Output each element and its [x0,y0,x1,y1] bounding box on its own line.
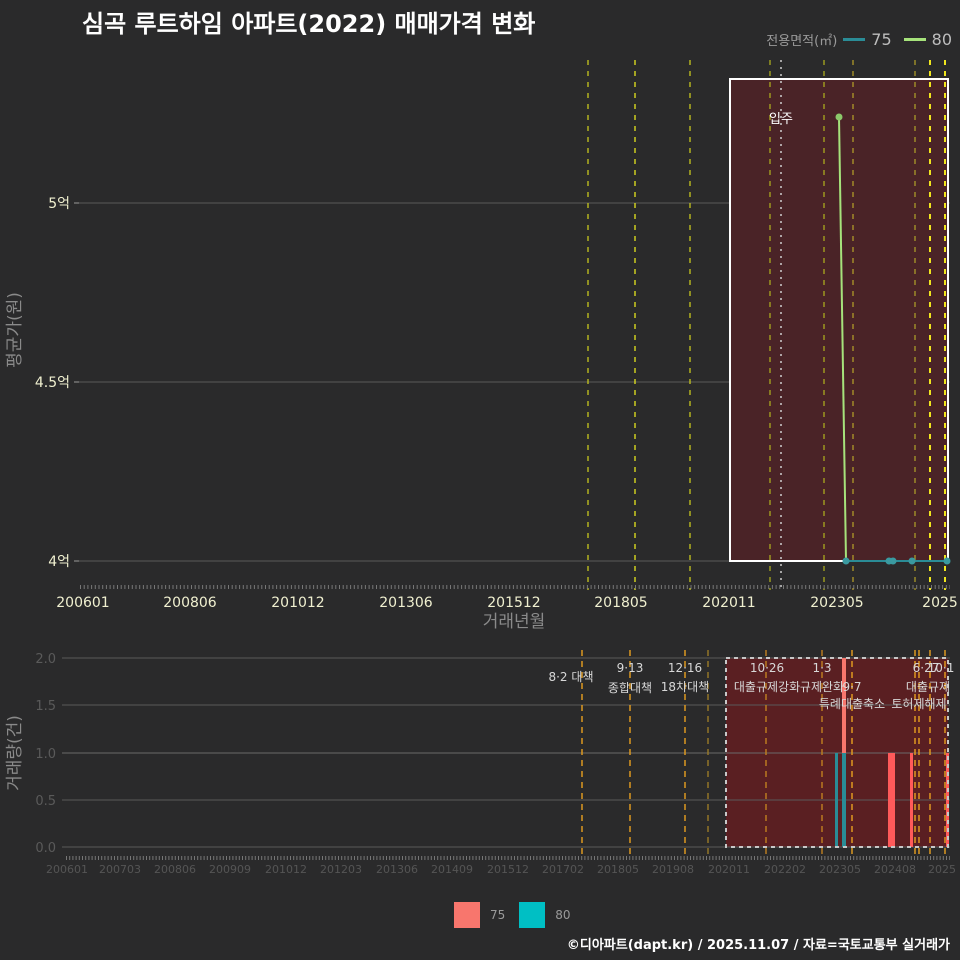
x2-tick-15: 202408 [874,863,916,876]
legend-bottom-label-75: 75 [490,908,506,922]
y-axis-title: 평균가(원) [5,292,25,368]
y2-tick-2.0: 2.0 [35,652,56,667]
legend-box-75-icon [454,902,480,928]
x-tick-202011: 202011 [702,595,755,611]
bottom-chart: 2.0 1.5 1.0 0.5 0.0 거래량(건) [5,650,956,876]
x2-tick-9: 201702 [542,863,584,876]
x2-tick-13: 202202 [764,863,806,876]
y2-tick-1.5: 1.5 [35,699,56,714]
legend-swatch-75-icon [843,38,866,41]
x2-tick-1: 200703 [99,863,141,876]
x2-tick-6: 201306 [376,863,418,876]
policy-label-2: 18차대책 [661,679,709,694]
x-tick-201012: 201012 [271,595,324,611]
footer-credit: ©디아파트(dapt.kr) / 2025.11.07 / 자료=국토교통부 실… [566,938,950,953]
x2-tick-4: 201012 [265,863,307,876]
legend-label-80: 80 [931,30,952,49]
policy-date-7: 10·1 [928,661,955,675]
policy-date-5: 9·7 [842,680,861,694]
y-tick-4: 4억 [48,554,70,570]
legend-top: 전용면적(㎡) 75 80 [766,30,952,49]
top-chart: 5억 4.5억 4억 평균가(원) 입주 200601 200806 20101 [5,60,958,632]
x2-tick-2: 200806 [154,863,196,876]
x2-tick-3: 200909 [209,863,251,876]
x-tick-201805: 201805 [594,595,647,611]
x-tick-2025: 2025 [922,595,958,611]
x2-tick-16: 2025 [928,863,956,876]
policy-date-1: 9·13 [617,661,644,675]
legend-bottom-label-80: 80 [555,908,571,922]
policy-label-7: 토허제해제 [891,697,946,711]
x-tick-201306: 201306 [379,595,433,611]
x-tick-202305: 202305 [810,595,863,611]
chart-title: 심곡 루트하임 아파트(2022) 매매가격 변화 [82,10,536,38]
legend-title: 전용면적(㎡) [766,34,838,49]
legend-box-80-icon [519,902,546,928]
y-tick-5: 5억 [48,196,70,212]
legend-swatch-80-icon [903,38,926,41]
x-tick-200601: 200601 [56,595,109,611]
legend-bottom: 75 80 [454,902,571,928]
y2-tick-0.0: 0.0 [35,841,56,856]
x2-tick-11: 201908 [652,863,694,876]
legend-label-75: 75 [871,30,892,49]
policy-label-5: 특례대출축소 [819,697,885,711]
x-tick-200806: 200806 [163,595,217,611]
policy-label-6: 대출규제 [906,680,950,694]
policy-label-3: 대출규제강화 [734,680,800,694]
x2-tick-0: 200601 [46,863,88,876]
policy-label-1: 종합대책 [608,680,652,695]
x2-tick-10: 201805 [597,863,639,876]
policy-date-2: 12·16 [668,661,702,675]
move-in-label: 입주 [769,112,793,127]
policy-date-0: 8·2 대책 [548,669,593,684]
policy-date-4: 1·3 [812,661,831,675]
policy-label-4: 규제완화 [800,680,844,694]
policy-date-3: 10·26 [750,661,784,675]
x2-tick-5: 201203 [320,863,362,876]
x2-tick-7: 201409 [431,863,473,876]
y-tick-4.5: 4.5억 [35,375,70,391]
x-axis-title: 거래년월 [483,612,546,632]
x2-tick-12: 202011 [708,863,750,876]
y2-tick-1.0: 1.0 [35,747,56,762]
x2-tick-8: 201512 [487,863,529,876]
policy-date-6: 6·27 [913,661,940,675]
y2-axis-title: 거래량(건) [5,715,25,791]
x-tick-201512: 201512 [487,595,540,611]
y2-tick-0.5: 0.5 [35,794,56,809]
x2-tick-14: 202305 [819,863,861,876]
